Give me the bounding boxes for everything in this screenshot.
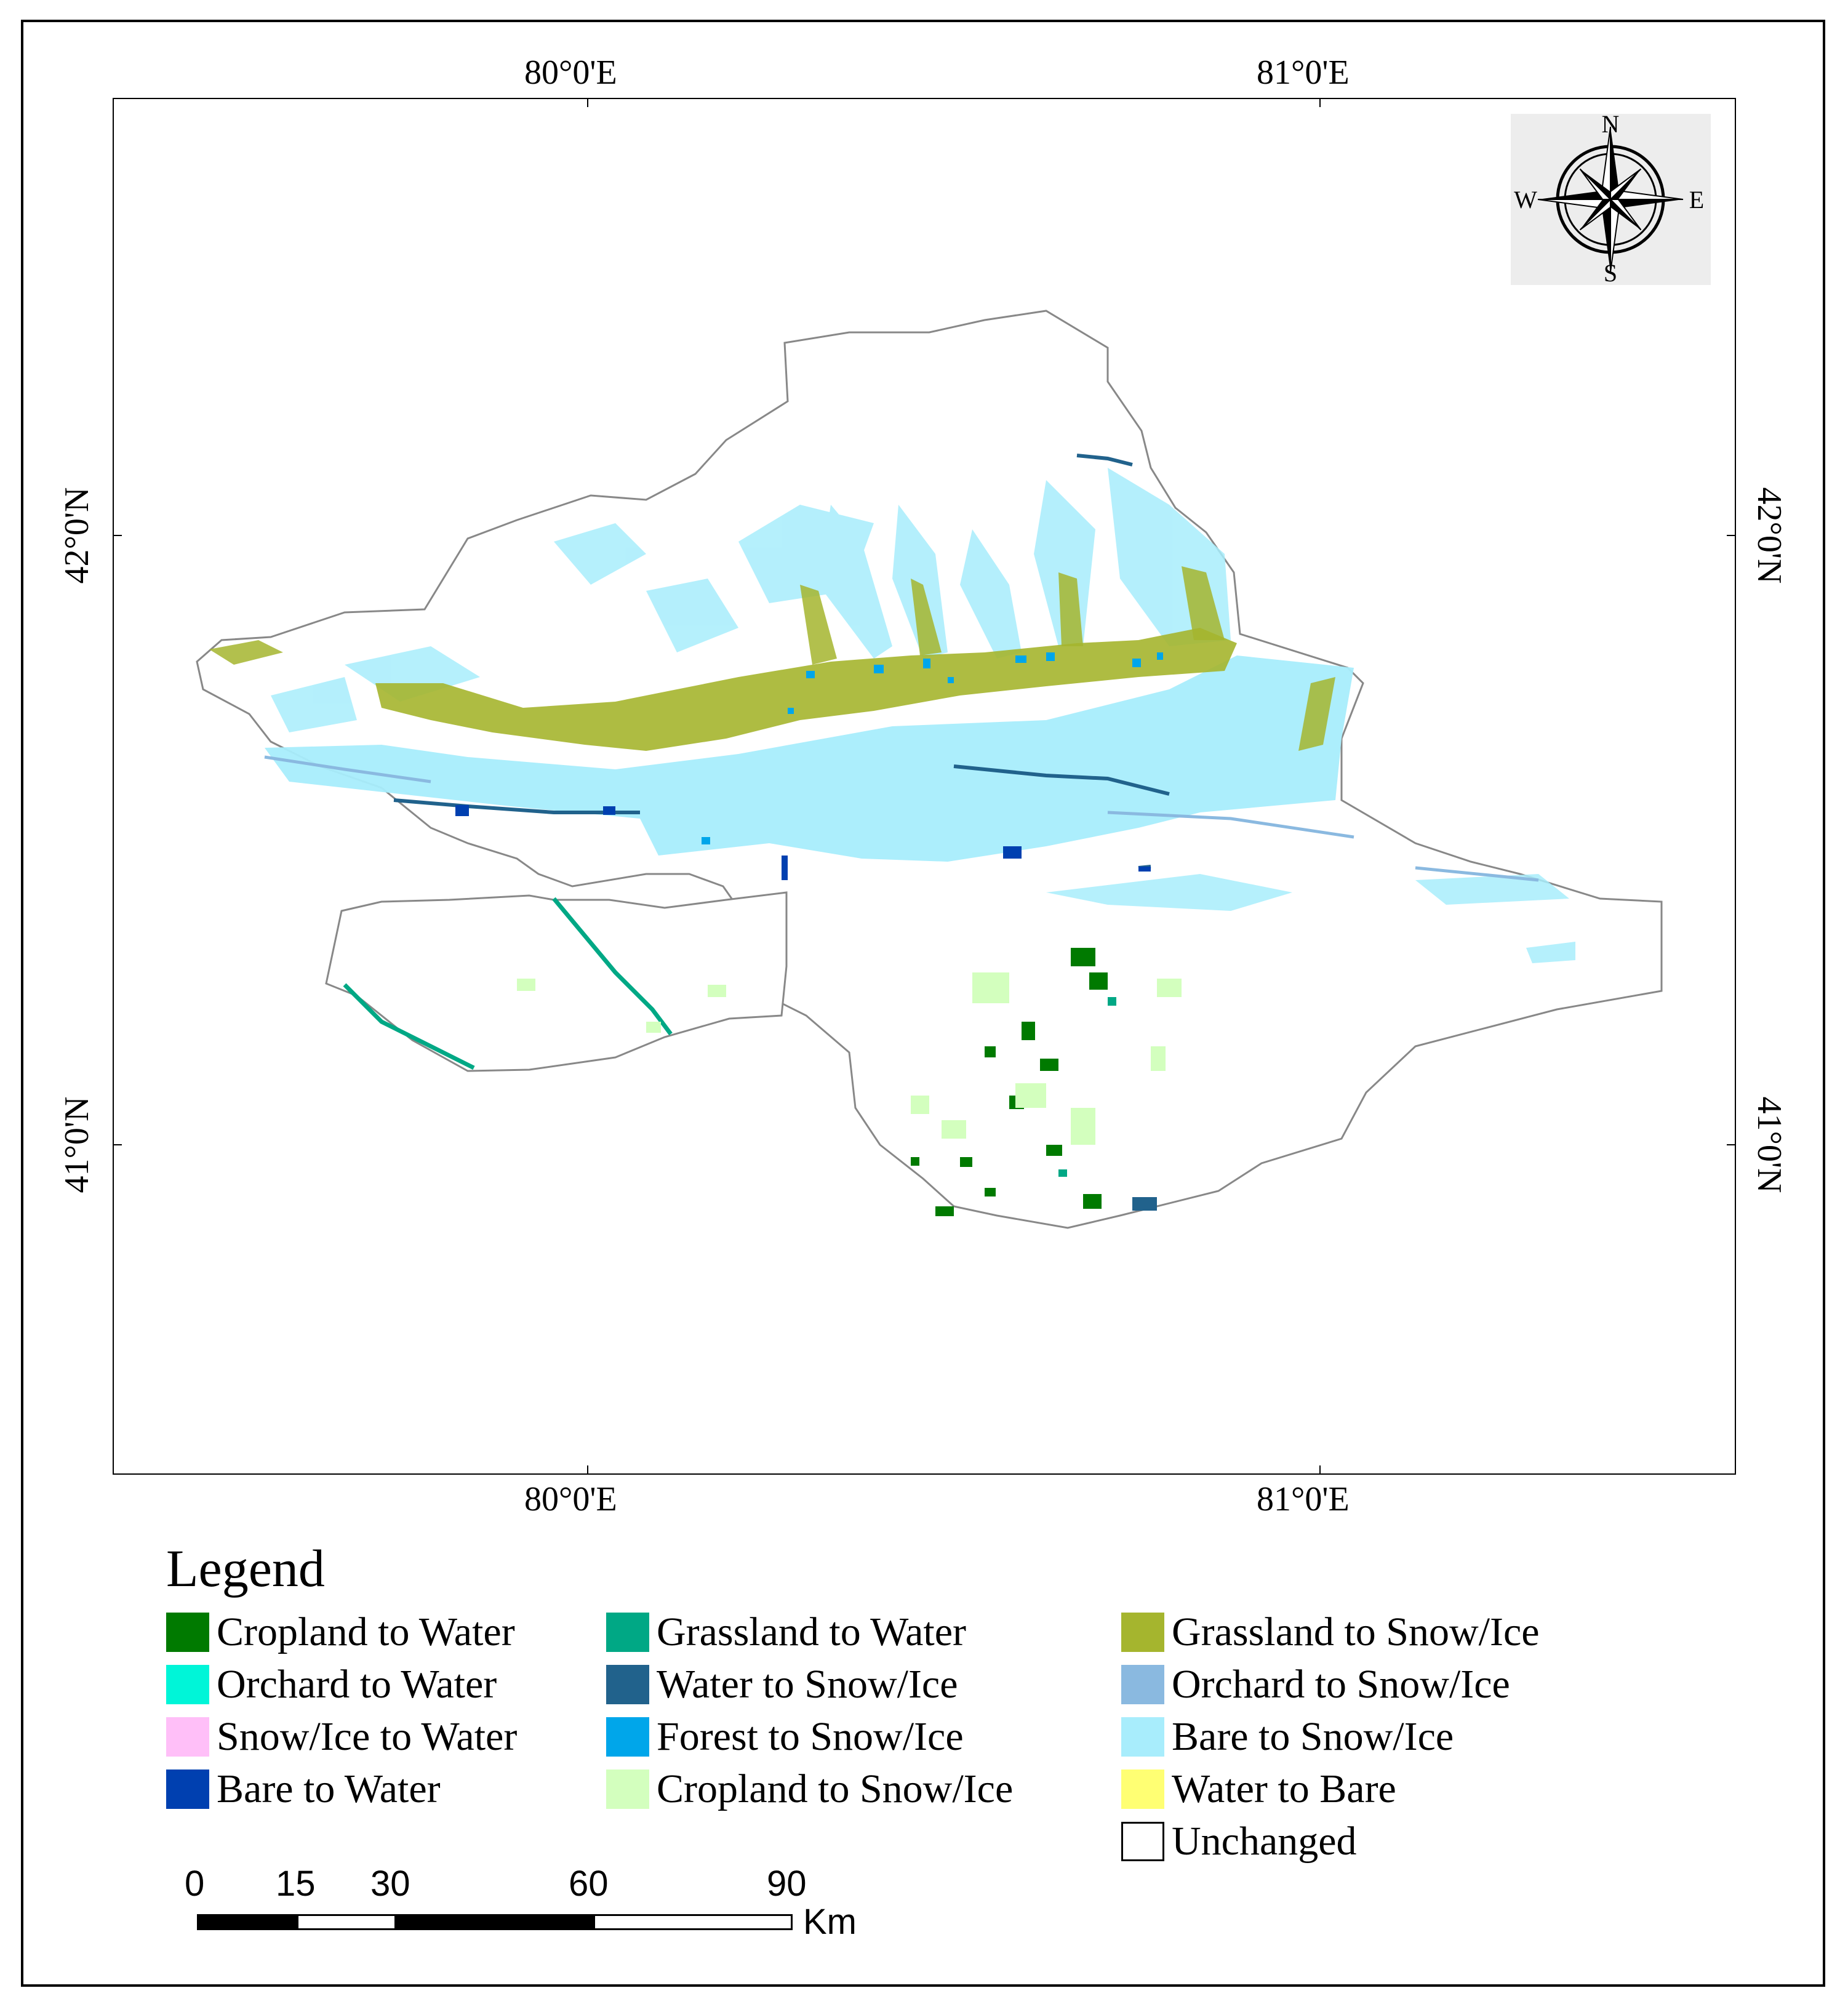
legend-label: Unchanged <box>1172 1819 1357 1864</box>
legend-label: Bare to Water <box>217 1766 441 1811</box>
legend-swatch <box>606 1665 649 1704</box>
orchard-to-snow-streaks <box>264 755 1539 882</box>
legend-item: Orchard to Water <box>166 1662 497 1707</box>
legend-label: Bare to Snow/Ice <box>1172 1714 1454 1759</box>
legend-label: Forest to Snow/Ice <box>657 1714 964 1759</box>
legend-label: Cropland to Water <box>217 1609 515 1654</box>
scale-segment-4 <box>593 1914 793 1930</box>
legend-item: Snow/Ice to Water <box>166 1717 517 1757</box>
legend-swatch <box>1121 1717 1164 1757</box>
legend-swatch <box>1121 1822 1164 1861</box>
compass-letter-n: N <box>1602 114 1620 138</box>
legend-item: Bare to Water <box>166 1766 441 1811</box>
graticule-ticks <box>113 98 1735 1474</box>
legend-swatch <box>166 1770 209 1809</box>
compass-rose-icon: N S E W <box>1514 110 1704 287</box>
compass-letter-s: S <box>1604 259 1617 285</box>
legend-label: Orchard to Snow/Ice <box>1172 1662 1510 1707</box>
grassland-to-water-speckles <box>1058 997 1116 1177</box>
longitude-label-bottom-80: 80°0'E <box>524 1480 617 1518</box>
legend-swatch <box>1121 1665 1164 1704</box>
water-to-snow-patch-south <box>1132 1197 1157 1211</box>
legend-label: Water to Bare <box>1172 1766 1396 1811</box>
water-to-snow-streaks <box>393 454 1170 870</box>
scale-tick-0: 0 <box>185 1864 205 1904</box>
latitude-label-left-41: 41°0'N <box>58 1096 96 1193</box>
latitude-label-left-42: 42°0'N <box>58 487 96 584</box>
legend-item: Water to Snow/Ice <box>606 1662 958 1707</box>
legend-swatch <box>166 1665 209 1704</box>
scale-tick-30: 30 <box>370 1864 410 1904</box>
legend-label: Cropland to Snow/Ice <box>657 1766 1014 1811</box>
legend-swatch <box>606 1717 649 1757</box>
grassland-to-snow-fingers <box>209 566 1335 751</box>
legend-swatch <box>166 1613 209 1652</box>
scale-segment-3 <box>395 1914 594 1930</box>
legend-swatch <box>606 1613 649 1652</box>
bare-to-water-patches <box>455 805 1151 880</box>
map-frame <box>21 20 1825 1987</box>
legend-label: Water to Snow/Ice <box>657 1662 958 1707</box>
legend-title: Legend <box>166 1539 325 1598</box>
grassland-to-water-river <box>343 897 673 1070</box>
scale-segment-2 <box>297 1914 396 1930</box>
latitude-label-right-41: 41°0'N <box>1750 1096 1788 1193</box>
scale-segment-1 <box>197 1914 298 1930</box>
legend-item: Grassland to Snow/Ice <box>1121 1609 1540 1654</box>
legend-item: Bare to Snow/Ice <box>1121 1717 1454 1757</box>
forest-to-snow-specks <box>702 652 1163 844</box>
north-arrow: N S E W <box>1511 110 1711 287</box>
legend-item: Unchanged <box>1121 1819 1357 1864</box>
longitude-label-top-80: 80°0'E <box>524 54 617 92</box>
longitude-label-bottom-81: 81°0'E <box>1257 1480 1350 1518</box>
legend-item: Cropland to Snow/Ice <box>606 1766 1014 1811</box>
legend-swatch <box>1121 1770 1164 1809</box>
longitude-label-top-81: 81°0'E <box>1257 54 1350 92</box>
scale-tick-15: 15 <box>276 1864 316 1904</box>
scale-unit: Km <box>803 1902 857 1942</box>
latitude-label-right-42: 42°0'N <box>1750 487 1788 584</box>
legend-item: Grassland to Water <box>606 1609 966 1654</box>
legend-item: Cropland to Water <box>166 1609 515 1654</box>
legend-label: Grassland to Snow/Ice <box>1172 1609 1540 1654</box>
cropland-to-snow-speckles <box>517 972 1182 1145</box>
legend-label: Grassland to Water <box>657 1609 966 1654</box>
compass-letter-e: E <box>1689 186 1704 214</box>
legend-swatch <box>1121 1613 1164 1652</box>
bare-to-snow-mountains <box>271 468 1575 963</box>
compass-letter-w: W <box>1514 186 1537 214</box>
scale-tick-60: 60 <box>569 1864 609 1904</box>
legend-item: Water to Bare <box>1121 1766 1396 1811</box>
legend-item: Orchard to Snow/Ice <box>1121 1662 1510 1707</box>
legend-label: Snow/Ice to Water <box>217 1714 518 1759</box>
legend-label: Orchard to Water <box>217 1662 497 1707</box>
legend-item: Forest to Snow/Ice <box>606 1717 964 1757</box>
legend-swatch <box>606 1770 649 1809</box>
bare-to-snow-band <box>265 655 1354 862</box>
study-area-southwest <box>325 891 788 1072</box>
legend-swatch <box>166 1717 209 1757</box>
scale-tick-90: 90 <box>767 1864 807 1904</box>
